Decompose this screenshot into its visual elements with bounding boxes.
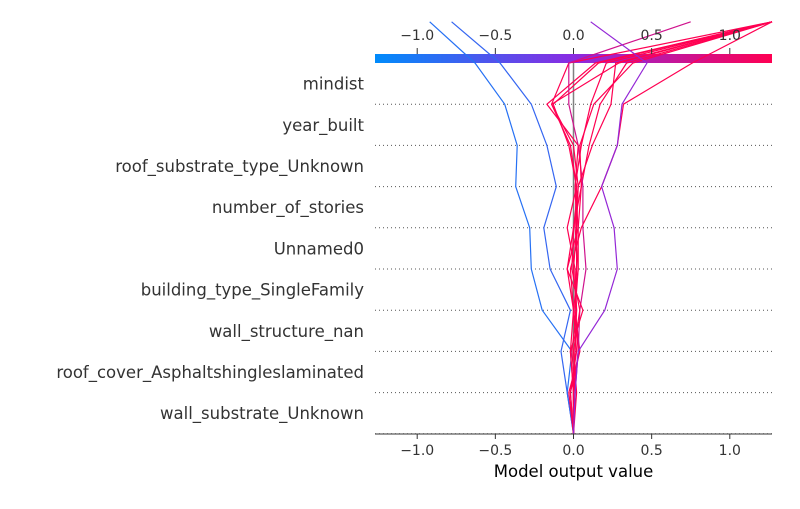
x-tick-label-top: 0.5	[641, 28, 663, 44]
feature-label: roof_cover_Asphaltshingleslaminated	[56, 363, 364, 383]
decision-line	[429, 21, 575, 434]
x-tick-label-bottom: 1.0	[719, 443, 741, 459]
feature-label: wall_substrate_Unknown	[160, 404, 364, 424]
axes: −1.0 −1.0 −0.5 −0.5 0.0 0.0 0.5 0.5 1.0 1.0	[375, 28, 772, 459]
decision-line	[572, 21, 648, 434]
feature-labels: mindist year_built roof_substrate_type_Unk…	[56, 75, 364, 425]
x-tick-label-bottom: −0.5	[478, 443, 512, 459]
x-tick-label-top: −1.0	[400, 28, 434, 44]
decision-line	[451, 21, 575, 434]
x-tick-label-top: 1.0	[719, 28, 741, 44]
feature-label: number_of_stories	[212, 198, 364, 218]
colorbar	[375, 54, 772, 63]
feature-label: wall_structure_nan	[209, 322, 364, 342]
feature-label: Unnamed0	[274, 239, 364, 258]
x-tick-label-bottom: 0.5	[641, 443, 663, 459]
x-tick-label-top: −0.5	[478, 28, 512, 44]
feature-label: roof_substrate_type_Unknown	[115, 157, 364, 177]
decision-line	[550, 21, 773, 434]
x-tick-label-top: 0.0	[562, 28, 584, 44]
feature-label: building_type_SingleFamily	[141, 281, 365, 301]
x-tick-label-bottom: 0.0	[562, 443, 584, 459]
x-axis-label: Model output value	[494, 462, 654, 481]
decision-line	[566, 21, 773, 434]
x-tick-label-bottom: −1.0	[400, 443, 434, 459]
decision-lines	[429, 21, 773, 434]
decision-line	[571, 21, 773, 434]
feature-label: mindist	[303, 75, 365, 94]
feature-label: year_built	[282, 116, 364, 136]
